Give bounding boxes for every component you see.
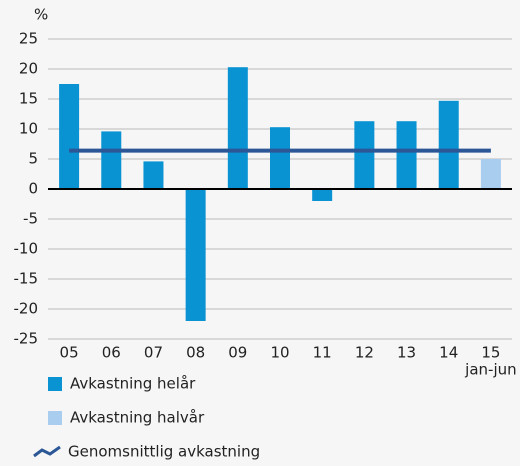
legend-line-icon [33, 445, 61, 458]
y-axis-label: % [34, 6, 48, 24]
bar [270, 127, 290, 189]
x-tick-label: 06 [102, 344, 121, 362]
y-tick-label: -15 [14, 270, 39, 288]
y-tick-label: 15 [19, 90, 38, 108]
x-tick-label: 09 [228, 344, 247, 362]
y-tick-label: -10 [14, 240, 39, 258]
bar [438, 100, 459, 189]
y-tick-label: 5 [28, 150, 38, 168]
bar [312, 189, 333, 201]
x-tick-label: 11 [313, 344, 332, 362]
x-tick-label: 05 [60, 344, 79, 362]
x-tick-label: 10 [270, 344, 289, 362]
legend-swatch [48, 411, 62, 425]
y-tick-label: -5 [23, 210, 38, 228]
bar [185, 189, 206, 321]
bar [227, 67, 248, 189]
x-tick-label: 12 [355, 344, 374, 362]
bar [101, 131, 122, 189]
y-tick-label: 25 [19, 30, 38, 48]
x-tick-label: 14 [439, 344, 458, 362]
y-tick-label: 20 [19, 60, 38, 78]
bar [143, 161, 164, 189]
y-tick-label: -20 [14, 300, 39, 318]
bar [354, 121, 375, 189]
y-tick-label: 10 [19, 120, 38, 138]
bar [480, 159, 501, 189]
legend-label: Avkastning helår [70, 375, 196, 393]
x-annotation: jan-jun [464, 361, 516, 379]
legend-label: Avkastning halvår [70, 409, 205, 427]
legend-swatch [48, 377, 62, 391]
y-tick-label: 0 [28, 180, 38, 198]
x-tick-label: 15 [481, 344, 500, 362]
legend-label: Genomsnittlig avkastning [68, 443, 260, 461]
x-tick-label: 08 [186, 344, 205, 362]
x-tick-label: 07 [144, 344, 163, 362]
y-tick-label: -25 [14, 330, 39, 348]
bar [59, 84, 80, 189]
bar [396, 121, 417, 189]
x-tick-label: 13 [397, 344, 416, 362]
